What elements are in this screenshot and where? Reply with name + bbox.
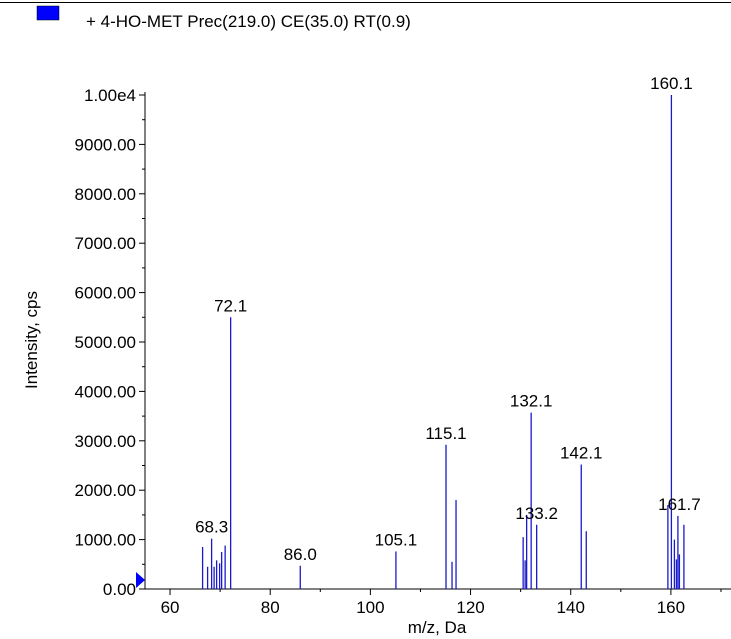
x-tick-label: 160 bbox=[657, 598, 685, 617]
y-tick-label: 8000.00 bbox=[75, 185, 136, 204]
x-tick-label: 120 bbox=[456, 598, 484, 617]
y-tick-label: 1000.00 bbox=[75, 531, 136, 550]
peak-label: 105.1 bbox=[375, 530, 418, 549]
y-tick-label: 5000.00 bbox=[75, 333, 136, 352]
y-tick-label: 6000.00 bbox=[75, 284, 136, 303]
x-axis-title: m/z, Da bbox=[408, 618, 467, 637]
y-tick-label: 1.00e4 bbox=[84, 86, 136, 105]
peak-label: 86.0 bbox=[284, 545, 317, 564]
peak-label: 142.1 bbox=[560, 444, 603, 463]
spectrum-peaks bbox=[201, 95, 685, 589]
x-tick-label: 60 bbox=[161, 598, 180, 617]
peak-label: 133.2 bbox=[515, 504, 558, 523]
y-axis-ticks: 0.00 1000.00 2000.00 3000.00 4000.00 5000.00 6… bbox=[75, 86, 145, 599]
y-tick-label: 3000.00 bbox=[75, 432, 136, 451]
x-tick-label: 140 bbox=[557, 598, 585, 617]
legend-swatch bbox=[36, 5, 60, 21]
peak-label: 160.1 bbox=[650, 74, 693, 93]
y-tick-label: 0.00 bbox=[103, 580, 136, 599]
y-tick-label: 2000.00 bbox=[75, 481, 136, 500]
x-axis-ticks: 60 80 100 120 140 160 bbox=[161, 589, 722, 617]
x-tick-label: 80 bbox=[261, 598, 280, 617]
x-tick-label: 100 bbox=[356, 598, 384, 617]
peak-label: 161.7 bbox=[658, 495, 701, 514]
peak-labels: 68.3 72.1 86.0 105.1 115.1 132.1 133.2 142.1 160… bbox=[195, 74, 701, 564]
peak-label: 72.1 bbox=[214, 296, 247, 315]
legend-label: + 4-HO-MET Prec(219.0) CE(35.0) RT(0.9) bbox=[86, 12, 411, 31]
peak-label: 68.3 bbox=[195, 518, 228, 537]
peak-label: 132.1 bbox=[510, 392, 553, 411]
y-tick-label: 4000.00 bbox=[75, 382, 136, 401]
y-tick-label: 9000.00 bbox=[75, 135, 136, 154]
baseline-marker-icon bbox=[136, 572, 145, 588]
y-axis-title: Intensity, cps bbox=[22, 291, 41, 389]
peak-label: 115.1 bbox=[425, 424, 466, 443]
y-tick-label: 7000.00 bbox=[75, 234, 136, 253]
